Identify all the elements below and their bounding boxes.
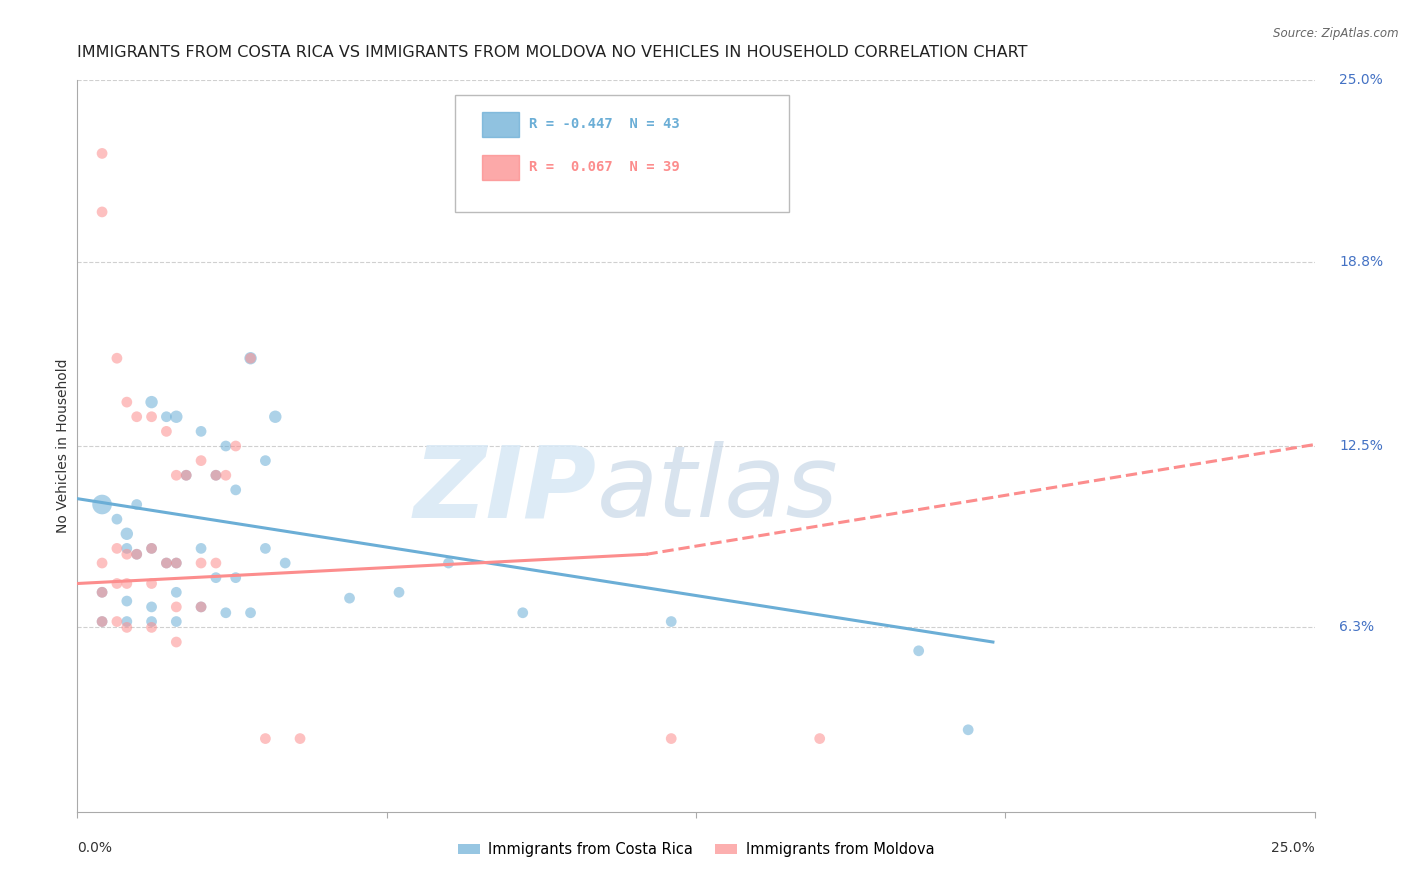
Legend: Immigrants from Costa Rica, Immigrants from Moldova: Immigrants from Costa Rica, Immigrants f…: [451, 837, 941, 863]
Point: [105, 615, 128, 629]
Point: [254, 731, 277, 746]
Point: [91, 556, 114, 570]
Point: [190, 541, 212, 556]
Point: [141, 620, 163, 634]
Point: [274, 556, 297, 570]
Text: 12.5%: 12.5%: [1340, 439, 1384, 453]
Point: [155, 556, 177, 570]
Point: [190, 453, 212, 467]
Point: [115, 594, 138, 608]
Point: [91, 146, 114, 161]
Point: [165, 409, 187, 424]
Text: R =  0.067  N = 39: R = 0.067 N = 39: [529, 160, 679, 174]
Point: [125, 498, 148, 512]
Point: [225, 571, 247, 585]
Point: [91, 615, 114, 629]
Point: [254, 453, 277, 467]
Point: [115, 615, 138, 629]
Point: [808, 731, 831, 746]
Point: [91, 498, 114, 512]
Point: [174, 468, 197, 483]
Point: [174, 468, 197, 483]
Point: [288, 731, 311, 746]
Point: [512, 606, 534, 620]
Point: [339, 591, 361, 606]
Point: [437, 556, 460, 570]
Point: [225, 439, 247, 453]
Point: [115, 620, 138, 634]
Point: [254, 541, 277, 556]
Point: [141, 409, 163, 424]
Point: [215, 439, 238, 453]
Point: [659, 731, 682, 746]
Point: [125, 547, 148, 561]
Point: [91, 585, 114, 599]
Point: [165, 468, 187, 483]
Point: [190, 599, 212, 614]
Point: [141, 615, 163, 629]
Point: [141, 599, 163, 614]
Point: [105, 576, 128, 591]
Bar: [482, 112, 519, 137]
Point: [215, 606, 238, 620]
Point: [141, 395, 163, 409]
Point: [205, 556, 228, 570]
Point: [105, 351, 128, 366]
Point: [115, 541, 138, 556]
Point: [264, 409, 287, 424]
Text: R = -0.447  N = 43: R = -0.447 N = 43: [529, 117, 679, 131]
Point: [907, 644, 929, 658]
Point: [239, 606, 262, 620]
Point: [165, 556, 187, 570]
Point: [115, 395, 138, 409]
Point: [115, 576, 138, 591]
Point: [205, 468, 228, 483]
Point: [205, 571, 228, 585]
Text: 6.3%: 6.3%: [1340, 621, 1375, 634]
Point: [91, 615, 114, 629]
Point: [165, 556, 187, 570]
Point: [141, 541, 163, 556]
Text: 18.8%: 18.8%: [1340, 255, 1384, 268]
Point: [239, 351, 262, 366]
FancyBboxPatch shape: [454, 95, 789, 212]
Point: [165, 635, 187, 649]
Point: [388, 585, 411, 599]
Point: [91, 585, 114, 599]
Point: [155, 556, 177, 570]
Point: [190, 599, 212, 614]
Point: [115, 547, 138, 561]
Point: [155, 425, 177, 439]
Point: [105, 541, 128, 556]
Point: [91, 205, 114, 219]
Point: [659, 615, 682, 629]
Text: ZIP: ZIP: [413, 442, 598, 539]
Point: [957, 723, 980, 737]
Point: [141, 576, 163, 591]
Point: [155, 409, 177, 424]
Text: 25.0%: 25.0%: [1340, 73, 1384, 87]
Point: [125, 409, 148, 424]
Point: [239, 351, 262, 366]
Point: [115, 526, 138, 541]
Point: [190, 556, 212, 570]
Point: [165, 615, 187, 629]
Point: [215, 468, 238, 483]
Text: IMMIGRANTS FROM COSTA RICA VS IMMIGRANTS FROM MOLDOVA NO VEHICLES IN HOUSEHOLD C: IMMIGRANTS FROM COSTA RICA VS IMMIGRANTS…: [77, 45, 1028, 60]
Point: [141, 541, 163, 556]
Point: [225, 483, 247, 497]
Text: atlas: atlas: [598, 442, 838, 539]
Point: [190, 425, 212, 439]
Text: 0.0%: 0.0%: [77, 841, 112, 855]
Point: [125, 547, 148, 561]
Point: [205, 468, 228, 483]
Bar: [482, 155, 519, 180]
Y-axis label: No Vehicles in Household: No Vehicles in Household: [56, 359, 70, 533]
Text: Source: ZipAtlas.com: Source: ZipAtlas.com: [1274, 27, 1399, 40]
Text: 25.0%: 25.0%: [1271, 841, 1315, 855]
Point: [105, 512, 128, 526]
Point: [165, 585, 187, 599]
Point: [165, 599, 187, 614]
